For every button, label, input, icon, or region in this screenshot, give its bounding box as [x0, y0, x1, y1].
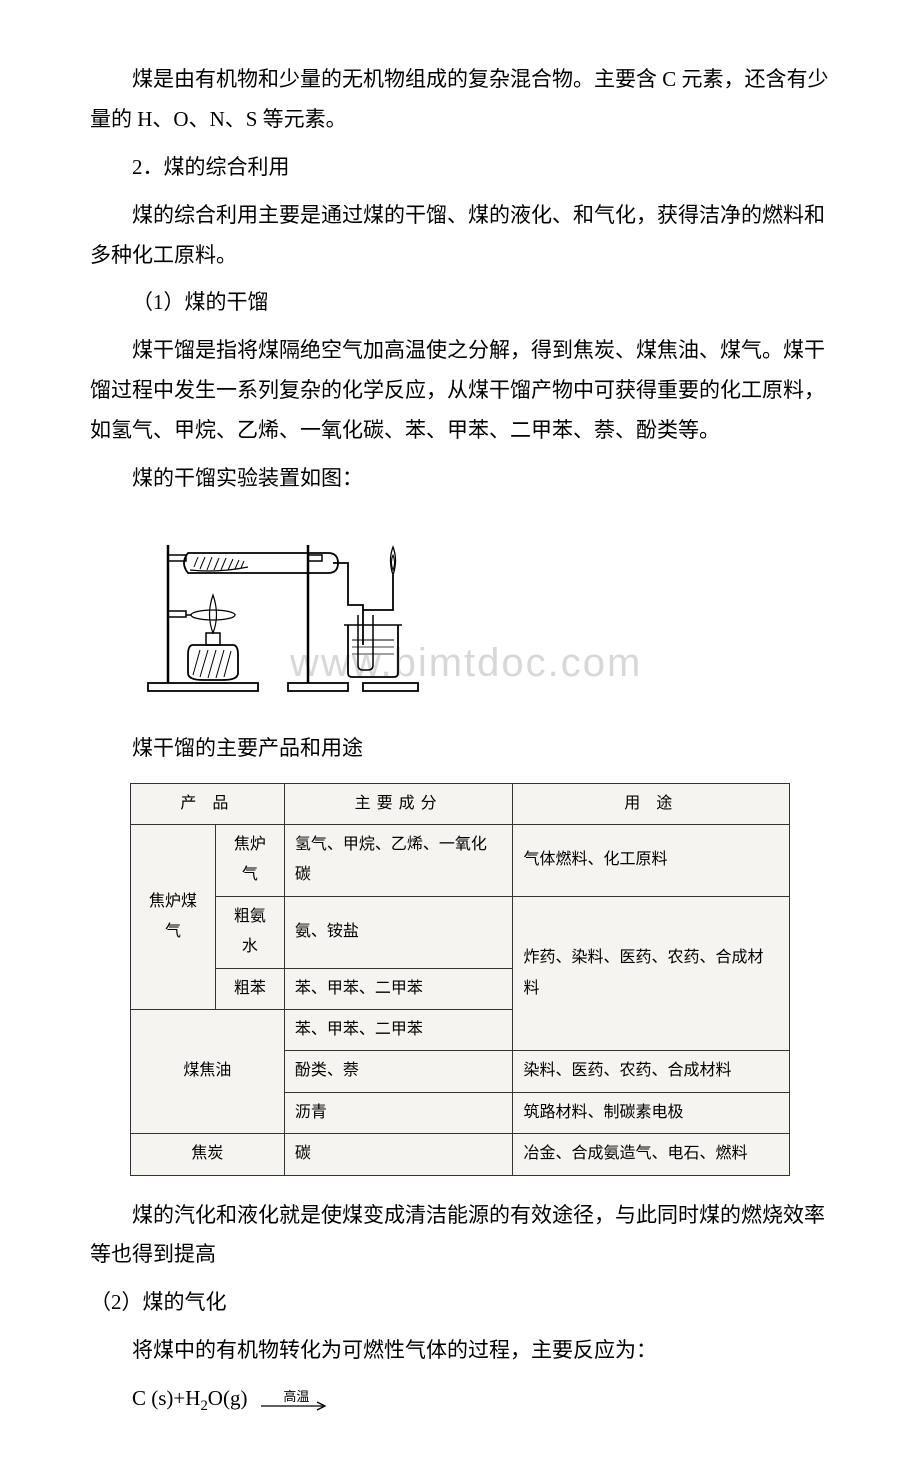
- cell-component: 沥青: [284, 1092, 513, 1133]
- cell-product-group: 焦炭: [131, 1134, 285, 1175]
- cell-product-group: 煤焦油: [131, 1010, 285, 1134]
- formula-subscript: 2: [200, 1398, 207, 1414]
- cell-use-merged: 炸药、染料、医药、农药、合成材料: [513, 896, 790, 1051]
- paragraph-diagram-caption: 煤的干馏实验装置如图：: [90, 459, 830, 499]
- paragraph-gasification-reaction: 将煤中的有机物转化为可燃性气体的过程，主要反应为：: [90, 1331, 830, 1371]
- table-header-product: 产 品: [131, 783, 285, 824]
- cell-component: 苯、甲苯、二甲苯: [284, 1010, 513, 1051]
- cell-use: 筑路材料、制碳素电极: [513, 1092, 790, 1133]
- cell-product-group: 焦炉煤气: [131, 825, 216, 1010]
- paragraph-coal-utilization: 煤的综合利用主要是通过煤的干馏、煤的液化、和气化，获得洁净的燃料和多种化工原料。: [90, 196, 830, 276]
- cell-product-sub: 粗苯: [215, 968, 284, 1009]
- cell-use: 染料、医药、农药、合成材料: [513, 1051, 790, 1092]
- cell-component: 碳: [284, 1134, 513, 1175]
- cell-use: 气体燃料、化工原料: [513, 825, 790, 897]
- table-row: 焦炭 碳 冶金、合成氨造气、电石、燃料: [131, 1134, 790, 1175]
- table-row: 粗氨水 氨、铵盐 炸药、染料、医药、农药、合成材料: [131, 896, 790, 968]
- table-header-component: 主要成分: [284, 783, 513, 824]
- cell-component: 苯、甲苯、二甲苯: [284, 968, 513, 1009]
- formula-text-1: C (s)+H: [132, 1386, 200, 1410]
- products-table: 产 品 主要成分 用 途 焦炉煤气 焦炉气 氢气、甲烷、乙烯、一氧化碳 气体燃料…: [130, 783, 790, 1176]
- chemical-formula: C (s)+H2O(g) 高温: [132, 1379, 830, 1421]
- subheading-gasification: （2）煤的气化: [90, 1283, 830, 1323]
- cell-product-sub: 焦炉气: [215, 825, 284, 897]
- paragraph-gasification-intro: 煤的汽化和液化就是使煤变成清洁能源的有效途径，与此同时煤的燃烧效率等也得到提高: [90, 1196, 830, 1276]
- cell-component: 氢气、甲烷、乙烯、一氧化碳: [284, 825, 513, 897]
- reaction-arrow: 高温: [261, 1390, 331, 1411]
- distillation-apparatus-svg: [138, 515, 428, 695]
- formula-left-part: C (s)+H2O(g): [132, 1379, 247, 1421]
- cell-component: 酚类、萘: [284, 1051, 513, 1092]
- products-table-container: 产 品 主要成分 用 途 焦炉煤气 焦炉气 氢气、甲烷、乙烯、一氧化碳 气体燃料…: [130, 783, 830, 1176]
- cell-product-sub: 粗氨水: [215, 896, 284, 968]
- table-header-use: 用 途: [513, 783, 790, 824]
- subheading-dry-distillation: （1）煤的干馏: [132, 283, 830, 323]
- cell-component: 氨、铵盐: [284, 896, 513, 968]
- table-row: 焦炉煤气 焦炉气 氢气、甲烷、乙烯、一氧化碳 气体燃料、化工原料: [131, 825, 790, 897]
- formula-text-2: O(g): [208, 1386, 248, 1410]
- paragraph-dry-distillation-detail: 煤干馏是指将煤隔绝空气加高温使之分解，得到焦炭、煤焦油、煤气。煤干馏过程中发生一…: [90, 331, 830, 451]
- arrow-icon: [261, 1401, 331, 1411]
- apparatus-diagram: [138, 515, 830, 709]
- paragraph-table-caption: 煤干馏的主要产品和用途: [90, 729, 830, 769]
- paragraph-coal-composition: 煤是由有机物和少量的无机物组成的复杂混合物。主要含 C 元素，还含有少量的 H、…: [90, 60, 830, 140]
- heading-section-2: 2．煤的综合利用: [90, 148, 830, 188]
- cell-use: 冶金、合成氨造气、电石、燃料: [513, 1134, 790, 1175]
- table-header-row: 产 品 主要成分 用 途: [131, 783, 790, 824]
